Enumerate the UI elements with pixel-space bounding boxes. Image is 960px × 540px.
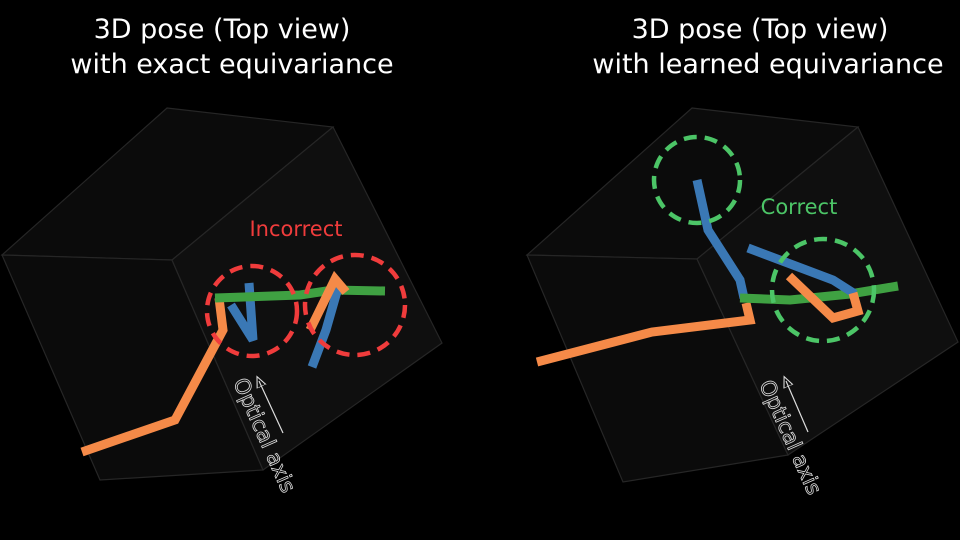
- blue-limb: [692, 179, 749, 299]
- cube: [525, 107, 959, 483]
- title-line1: 3D pose (Top view): [94, 14, 351, 45]
- arrow-icon: [259, 381, 284, 434]
- blue-limb: [227, 282, 258, 343]
- blue-limb: [746, 243, 858, 298]
- blue-limb: [307, 286, 343, 369]
- cube: [0, 107, 443, 481]
- title-line2: with learned equivariance: [592, 49, 943, 80]
- annotation-incorrect: Incorrect: [249, 217, 342, 241]
- title-line2: with exact equivariance: [70, 49, 393, 80]
- orange-limb: [535, 301, 756, 367]
- error-circle: [302, 252, 408, 358]
- orange-limb: [785, 272, 864, 324]
- correct-circle: [651, 134, 743, 226]
- arrow-icon: [786, 381, 809, 433]
- orange-limb: [80, 297, 228, 457]
- title-line1: 3D pose (Top view): [632, 14, 889, 45]
- correct-circle: [769, 236, 877, 344]
- panel-learned: 3D pose (Top view) with learned equivari…: [525, 14, 959, 499]
- panel-exact: 3D pose (Top view) with exact equivarian…: [0, 14, 443, 497]
- green-limb: [214, 285, 386, 303]
- annotation-correct: Correct: [761, 195, 838, 219]
- orange-limb: [305, 270, 350, 332]
- error-circle: [204, 263, 300, 359]
